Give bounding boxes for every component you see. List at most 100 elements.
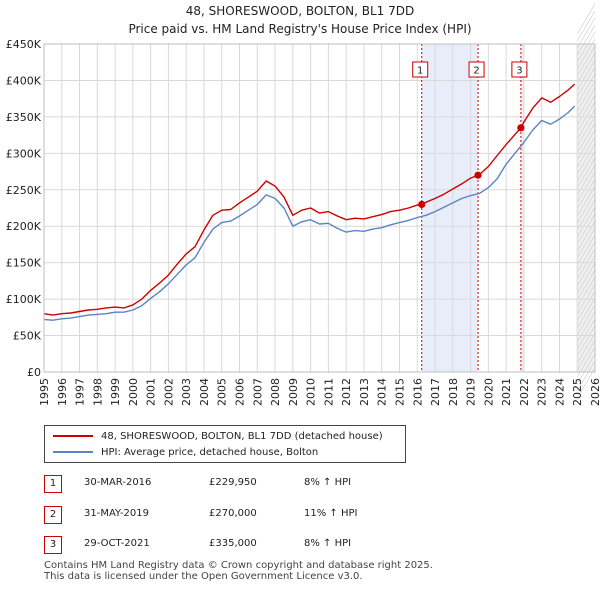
x-tick-label: 1995 xyxy=(38,378,51,406)
x-tick-label: 2000 xyxy=(127,378,140,406)
y-tick-label: £0 xyxy=(27,366,41,379)
hatch-line xyxy=(576,129,596,161)
hatch-line xyxy=(576,45,596,77)
x-tick-label: 2017 xyxy=(429,378,442,406)
x-tick-label: 2019 xyxy=(465,378,478,406)
transaction-price: £229,950 xyxy=(209,477,257,488)
x-tick-label: 2016 xyxy=(411,378,424,406)
transaction-marker: 1 xyxy=(44,475,62,493)
hatch-line xyxy=(576,94,596,126)
legend-swatch-red xyxy=(53,435,93,437)
hatch-line xyxy=(576,297,596,329)
hatch-line xyxy=(576,59,596,91)
hatch-line xyxy=(576,304,596,336)
hatch-line xyxy=(576,199,596,231)
x-tick-label: 2021 xyxy=(500,378,513,406)
transaction-label-box xyxy=(511,61,528,78)
hatch-line xyxy=(576,213,596,245)
transaction-date: 31-MAY-2019 xyxy=(84,508,150,519)
y-tick-label: £300K xyxy=(6,147,42,160)
chart-title: 48, SHORESWOOD, BOLTON, BL1 7DD xyxy=(185,4,415,18)
x-tick-label: 1999 xyxy=(109,378,122,406)
shaded-range xyxy=(421,44,479,372)
x-tick-label: 2002 xyxy=(162,378,175,406)
x-tick-label: 2010 xyxy=(305,378,318,406)
transaction-hpi: 8% ↑ HPI xyxy=(304,538,352,549)
chart-subtitle: Price paid vs. HM Land Registry's House … xyxy=(128,22,472,36)
hatch-line xyxy=(576,360,596,392)
y-tick-label: £450K xyxy=(6,38,42,51)
hatch-line xyxy=(576,262,596,294)
hatch-line xyxy=(576,3,596,35)
y-tick-label: £350K xyxy=(6,111,42,124)
hatch-line xyxy=(576,122,596,154)
transaction-point xyxy=(517,124,525,132)
x-tick-label: 2013 xyxy=(358,378,371,406)
x-tick-label: 2004 xyxy=(198,378,211,406)
hatch-line xyxy=(576,10,596,42)
x-tick-label: 2007 xyxy=(251,378,264,406)
y-tick-label: £50K xyxy=(13,330,42,343)
x-tick-label: 1997 xyxy=(74,378,87,406)
x-tick-label: 2024 xyxy=(553,378,566,406)
hatch-line xyxy=(576,276,596,308)
transaction-point xyxy=(474,171,482,179)
x-tick-label: 2012 xyxy=(340,378,353,406)
legend-swatch-blue xyxy=(53,451,93,453)
x-tick-label: 2014 xyxy=(376,378,389,406)
y-tick-label: £250K xyxy=(6,184,42,197)
transaction-label: 1 xyxy=(417,66,423,77)
transaction-label-box xyxy=(468,61,485,78)
footer-license: This data is licensed under the Open Gov… xyxy=(44,571,363,582)
hatch-line xyxy=(576,367,596,399)
x-tick-label: 2026 xyxy=(589,378,600,406)
legend-label-hpi: HPI: Average price, detached house, Bolt… xyxy=(101,446,319,458)
transaction-label-box xyxy=(412,61,429,78)
legend-item-property: 48, SHORESWOOD, BOLTON, BL1 7DD (detache… xyxy=(53,429,383,443)
hatch-line xyxy=(576,115,596,147)
x-tick-label: 1996 xyxy=(56,378,69,406)
x-tick-label: 2020 xyxy=(482,378,495,406)
y-tick-label: £200K xyxy=(6,220,42,233)
x-tick-label: 2025 xyxy=(571,378,584,406)
hatch-line xyxy=(576,178,596,210)
transaction-marker: 2 xyxy=(44,506,62,524)
hatch-line xyxy=(576,332,596,364)
y-tick-label: £400K xyxy=(6,74,42,87)
hatch-line xyxy=(576,136,596,168)
hatch-line xyxy=(576,17,596,49)
transaction-label: 3 xyxy=(516,66,522,77)
hatch-line xyxy=(576,52,596,84)
x-tick-label: 2005 xyxy=(216,378,229,406)
x-tick-label: 2018 xyxy=(447,378,460,406)
hatch-line xyxy=(576,234,596,266)
hatch-line xyxy=(576,318,596,350)
x-tick-label: 2003 xyxy=(180,378,193,406)
transaction-hpi: 11% ↑ HPI xyxy=(304,508,358,519)
hatch-line xyxy=(576,248,596,280)
hpi-line xyxy=(43,105,576,321)
hatch-line xyxy=(576,185,596,217)
y-tick-label: £100K xyxy=(6,293,42,306)
legend: 48, SHORESWOOD, BOLTON, BL1 7DD (detache… xyxy=(44,425,406,463)
plot-area xyxy=(44,44,595,372)
hatch-line xyxy=(576,157,596,189)
hatch-line xyxy=(576,80,596,112)
x-tick-label: 2009 xyxy=(287,378,300,406)
x-tick-label: 2006 xyxy=(234,378,247,406)
hatch-line xyxy=(576,66,596,98)
shaded-range xyxy=(520,44,524,372)
legend-label-property: 48, SHORESWOOD, BOLTON, BL1 7DD (detache… xyxy=(101,430,383,442)
legend-item-hpi: HPI: Average price, detached house, Bolt… xyxy=(53,445,318,459)
hatch-line xyxy=(576,171,596,203)
transaction-marker: 3 xyxy=(44,536,62,554)
hatch-line xyxy=(576,311,596,343)
hatch-line xyxy=(576,241,596,273)
footer: Contains HM Land Registry data © Crown c… xyxy=(44,560,433,582)
property-price-line xyxy=(43,83,576,316)
hatch-line xyxy=(576,269,596,301)
x-tick-label: 2023 xyxy=(536,378,549,406)
transaction-label: 2 xyxy=(473,66,479,77)
hatch-line xyxy=(576,150,596,182)
x-tick-label: 2011 xyxy=(322,378,335,406)
